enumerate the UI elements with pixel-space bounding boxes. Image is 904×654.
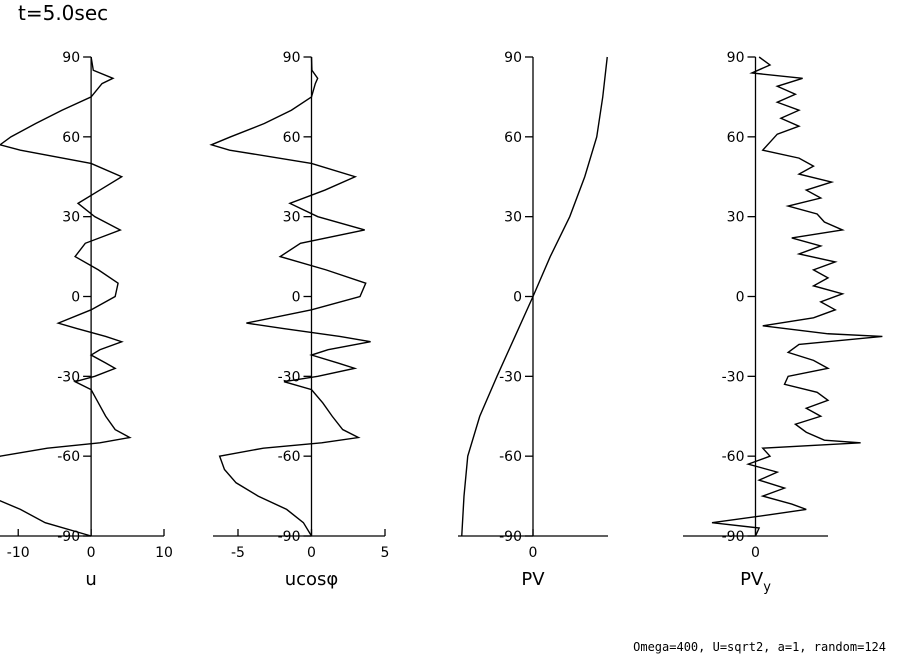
y-tick-label: 90: [283, 50, 301, 66]
x-axis-label-text: ucosφ: [285, 569, 339, 590]
y-tick-label: -30: [278, 369, 301, 385]
y-tick-label: 30: [62, 210, 80, 226]
y-tick-label: -60: [499, 449, 522, 465]
y-tick-label: -60: [722, 449, 745, 465]
x-tick-label: 5: [381, 545, 390, 561]
curve: [711, 56, 883, 537]
x-axis-label-subscript: y: [763, 580, 771, 595]
y-tick-label: -30: [499, 369, 522, 385]
x-tick-label: 10: [155, 545, 173, 561]
x-axis-label: u: [85, 569, 96, 590]
x-tick-label: 0: [529, 545, 538, 561]
y-tick-label: 90: [727, 50, 745, 66]
x-axis-label-text: PV: [740, 569, 764, 590]
footnote: Omega=400, U=sqrt2, a=1, random=124: [633, 640, 886, 654]
y-tick-label: -60: [278, 449, 301, 465]
y-tick-label: 0: [71, 290, 80, 306]
x-tick-label: 0: [87, 545, 96, 561]
x-axis-label: ucosφ: [285, 569, 339, 590]
y-tick-label: 60: [62, 130, 80, 146]
curve: [209, 56, 371, 537]
y-tick-label: 30: [727, 210, 745, 226]
y-tick-label: -90: [499, 529, 522, 545]
y-tick-label: 30: [504, 210, 522, 226]
x-axis-label-text: u: [85, 569, 96, 590]
y-tick-label: 60: [727, 130, 745, 146]
y-tick-label: 60: [504, 130, 522, 146]
y-tick-label: 0: [513, 290, 522, 306]
y-tick-label: -90: [722, 529, 745, 545]
y-tick-label: 60: [283, 130, 301, 146]
y-tick-label: 90: [504, 50, 522, 66]
y-tick-label: 0: [292, 290, 301, 306]
figure-title: t=5.0sec: [18, 1, 108, 25]
x-tick-label: 0: [751, 545, 760, 561]
y-tick-label: 0: [736, 290, 745, 306]
y-tick-label: -90: [57, 529, 80, 545]
curve: [0, 56, 132, 537]
x-tick-label: -10: [7, 545, 30, 561]
y-tick-label: -90: [278, 529, 301, 545]
y-tick-label: -60: [57, 449, 80, 465]
y-tick-label: -30: [722, 369, 745, 385]
x-axis-label-text: PV: [521, 569, 545, 590]
x-tick-label: -5: [231, 545, 245, 561]
x-tick-label: 0: [307, 545, 316, 561]
x-axis-label: PVy: [740, 569, 771, 595]
curve: [461, 56, 608, 537]
x-axis-label: PV: [521, 569, 545, 590]
y-tick-label: 90: [62, 50, 80, 66]
y-tick-label: 30: [283, 210, 301, 226]
